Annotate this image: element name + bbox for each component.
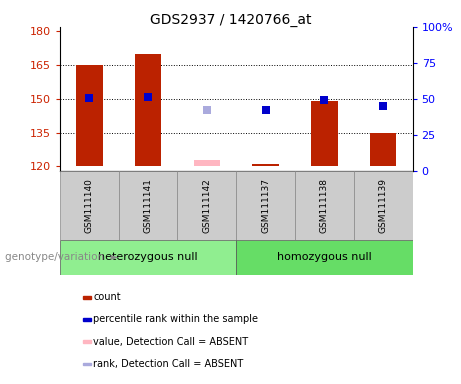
Bar [83, 362, 91, 366]
Point [86, 95, 93, 101]
Point [379, 103, 387, 109]
Bar [370, 132, 396, 166]
Text: GSM111142: GSM111142 [202, 178, 212, 233]
Text: heterozygous null: heterozygous null [98, 252, 198, 262]
Bar [83, 318, 91, 321]
Bar [83, 296, 91, 299]
Bar [236, 240, 413, 275]
Text: GDS2937 / 1420766_at: GDS2937 / 1420766_at [150, 13, 311, 27]
Bar [135, 54, 161, 166]
Text: value, Detection Call = ABSENT: value, Detection Call = ABSENT [93, 337, 248, 347]
Bar [253, 164, 279, 166]
Bar [60, 240, 236, 275]
Text: GSM111137: GSM111137 [261, 178, 270, 233]
Text: rank, Detection Call = ABSENT: rank, Detection Call = ABSENT [93, 359, 243, 369]
Point [262, 107, 269, 113]
Bar [194, 160, 220, 166]
Text: count: count [93, 292, 121, 302]
Bar [295, 171, 354, 240]
Bar [236, 171, 295, 240]
Text: genotype/variation  ►: genotype/variation ► [5, 252, 118, 262]
Bar [118, 171, 177, 240]
Bar [354, 171, 413, 240]
Bar [76, 65, 102, 166]
Text: GSM111138: GSM111138 [320, 178, 329, 233]
Text: percentile rank within the sample: percentile rank within the sample [93, 314, 258, 324]
Text: GSM111140: GSM111140 [85, 178, 94, 233]
Bar [83, 340, 91, 343]
Text: GSM111139: GSM111139 [378, 178, 388, 233]
Bar [311, 101, 337, 166]
Bar [60, 171, 118, 240]
Point [321, 97, 328, 103]
Point [144, 94, 152, 100]
Text: GSM111141: GSM111141 [143, 178, 153, 233]
Bar [177, 171, 236, 240]
Point [203, 107, 211, 113]
Text: homozygous null: homozygous null [277, 252, 372, 262]
